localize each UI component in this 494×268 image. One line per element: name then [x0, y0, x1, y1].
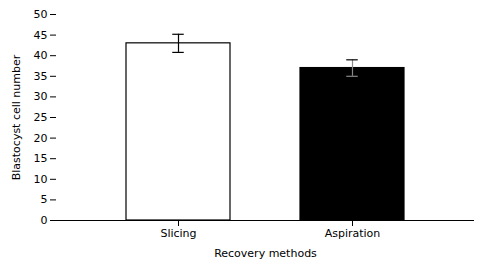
svg-text:30: 30: [34, 90, 48, 103]
svg-text:50: 50: [34, 8, 48, 21]
svg-text:Blastocyst cell number: Blastocyst cell number: [10, 54, 23, 180]
svg-text:45: 45: [34, 29, 48, 42]
svg-text:Recovery methods: Recovery methods: [214, 247, 317, 260]
svg-text:Aspiration: Aspiration: [325, 227, 381, 240]
svg-text:15: 15: [34, 152, 48, 165]
svg-text:Slicing: Slicing: [160, 227, 196, 240]
svg-text:20: 20: [34, 132, 48, 145]
svg-text:25: 25: [34, 111, 48, 124]
svg-text:10: 10: [34, 173, 48, 186]
svg-text:35: 35: [34, 70, 48, 83]
svg-text:40: 40: [34, 49, 48, 62]
svg-text:0: 0: [41, 214, 48, 227]
svg-text:5: 5: [41, 193, 48, 206]
